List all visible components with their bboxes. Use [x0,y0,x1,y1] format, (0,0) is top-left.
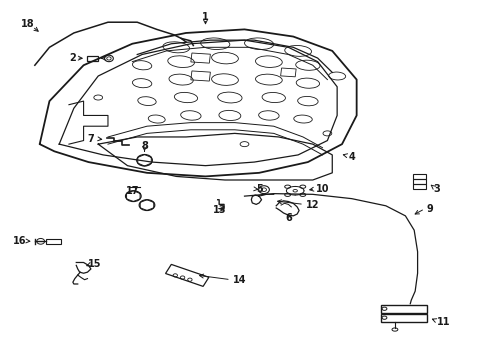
Text: 6: 6 [285,213,291,222]
Bar [165,264,208,287]
Text: 16: 16 [13,236,26,246]
Text: 1: 1 [202,12,208,22]
Text: 14: 14 [232,275,246,285]
Text: 7: 7 [87,134,94,144]
Bar [412,174,426,179]
Text: 15: 15 [87,259,101,269]
Text: 13: 13 [213,206,226,216]
Bar [412,179,426,184]
Text: 2: 2 [69,53,76,63]
Bar [380,314,427,321]
Text: 9: 9 [426,204,432,214]
Text: 12: 12 [305,200,319,210]
Text: 3: 3 [433,184,440,194]
Text: 10: 10 [315,184,328,194]
Text: 8: 8 [141,141,148,151]
Bar [280,68,296,77]
Bar [46,239,61,244]
Bar [190,53,210,63]
Bar [380,305,427,313]
Bar [87,56,98,61]
Text: 4: 4 [347,152,354,162]
Bar [412,184,426,189]
Text: 18: 18 [20,19,34,29]
Text: 5: 5 [255,184,262,194]
Bar [190,71,210,81]
Text: 17: 17 [125,186,139,196]
Text: 11: 11 [436,317,449,327]
